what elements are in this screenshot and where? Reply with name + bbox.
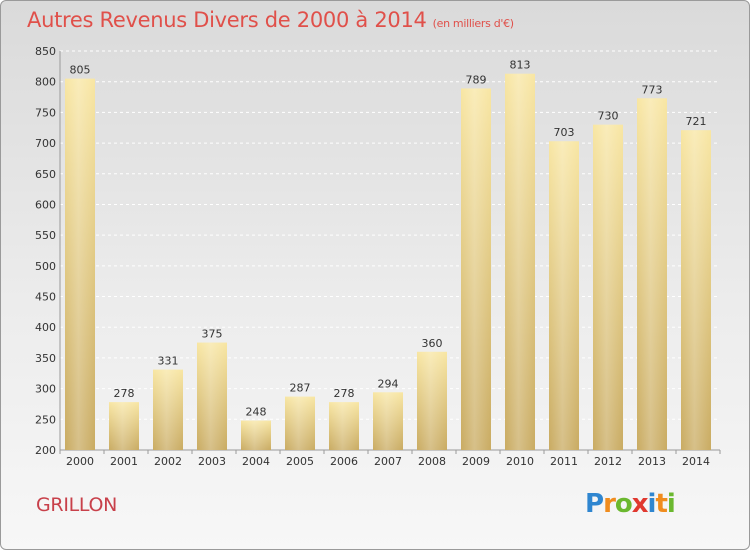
bar-highlight [241,420,271,450]
proxiti-logo: Proxiti [585,489,676,519]
data-label: 730 [598,110,619,123]
x-tick-label: 2014 [682,455,710,468]
commune-name: GRILLON [36,494,118,516]
x-tick-label: 2006 [330,455,358,468]
y-tick-label: 500 [35,260,56,273]
bar-highlight [593,124,623,451]
bar-highlight [681,130,711,450]
x-tick-label: 2005 [286,455,314,468]
bar-2014 [681,130,711,450]
data-label: 278 [114,387,135,400]
axes: 200 250 300 350 400 450 500 550 600 650 700 750 800 8… [35,45,721,468]
logo-letter: i [647,489,657,519]
data-label: 331 [158,355,179,368]
bar-highlight [329,402,359,450]
logo-letter: r [603,489,616,519]
y-tick-label: 850 [35,45,56,58]
bar-2010 [505,73,535,450]
chart-title-text: Autres Revenus Divers de 2000 à 2014 [27,8,427,32]
bar-highlight [373,392,403,450]
bar-highlight [197,342,227,450]
bar-2009 [461,88,491,451]
bar-highlight [549,141,579,450]
data-label: 721 [686,115,707,128]
bar-2000 [65,78,95,450]
data-label: 375 [202,328,223,341]
y-tick-label: 400 [35,321,56,334]
bar-highlight [505,73,535,450]
bars [65,73,711,451]
bar-2008 [417,351,447,450]
x-tick-label: 2008 [418,455,446,468]
y-tick-label: 650 [35,168,56,181]
bar-2001 [109,402,139,450]
data-label: 248 [246,406,267,419]
data-label: 813 [510,59,531,72]
y-tick-label: 300 [35,383,56,396]
bar-2012 [593,124,623,451]
logo-letter: t [655,489,667,519]
bar-highlight [285,396,315,450]
chart-title: Autres Revenus Divers de 2000 à 2014 (en … [27,8,514,32]
x-tick-label: 2011 [550,455,578,468]
bar-2011 [549,141,579,450]
x-tick-label: 2013 [638,455,666,468]
x-tick-label: 2010 [506,455,534,468]
y-tick-label: 250 [35,413,56,426]
x-tick-label: 2009 [462,455,490,468]
y-tick-label: 800 [35,76,56,89]
y-tick-label: 200 [35,444,56,457]
bar-2002 [153,369,183,450]
x-tick-label: 2000 [66,455,94,468]
bar-2006 [329,402,359,450]
data-label: 789 [466,73,487,86]
bar-2005 [285,396,315,450]
bar-2013 [637,98,667,451]
bar-highlight [417,351,447,450]
data-label: 360 [422,337,443,350]
data-label: 703 [554,126,575,139]
y-tick-label: 550 [35,229,56,242]
data-label: 805 [70,64,91,77]
logo-letter: i [666,489,676,519]
data-label: 294 [378,377,399,390]
bar-highlight [65,78,95,450]
bar-highlight [109,402,139,450]
chart-unit: (en milliers d'€) [432,17,514,30]
y-tick-label: 600 [35,198,56,211]
x-tick-label: 2012 [594,455,622,468]
data-label: 278 [334,387,355,400]
bar-highlight [637,98,667,451]
y-tick-label: 450 [35,291,56,304]
logo-letter: x [631,489,649,519]
logo-letter: o [614,489,633,519]
x-tick-label: 2002 [154,455,182,468]
data-label: 287 [290,382,311,395]
y-tick-label: 350 [35,352,56,365]
x-tick-label: 2004 [242,455,270,468]
bar-highlight [461,88,491,451]
y-tick-label: 700 [35,137,56,150]
bar-2004 [241,420,271,450]
x-tick-label: 2007 [374,455,402,468]
bar-highlight [153,369,183,450]
data-labels: 805 278 331 375 248 287 278 294 360 789 813 703 730 7… [70,59,707,419]
bar-2007 [373,392,403,450]
x-tick-label: 2003 [198,455,226,468]
logo-letter: P [585,489,604,519]
x-tick-label: 2001 [110,455,138,468]
y-tick-label: 750 [35,106,56,119]
data-label: 773 [642,83,663,96]
bar-2003 [197,342,227,450]
